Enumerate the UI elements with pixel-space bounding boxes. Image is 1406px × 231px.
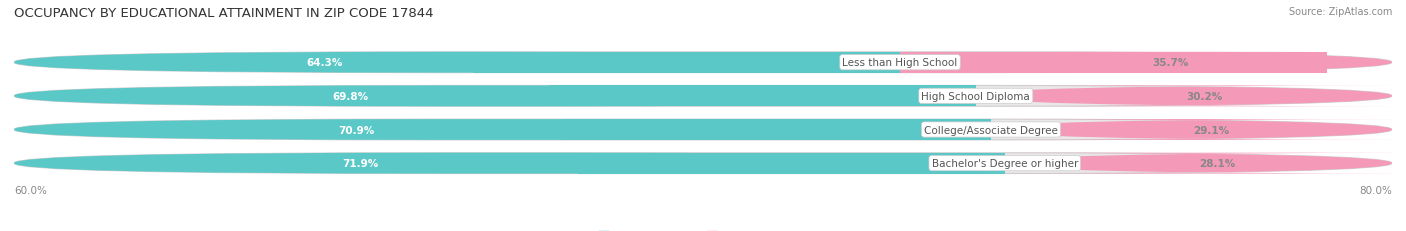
Text: Less than High School: Less than High School [842,58,957,68]
FancyBboxPatch shape [578,153,1005,174]
FancyBboxPatch shape [965,120,1406,140]
Text: High School Diploma: High School Diploma [921,91,1031,101]
Text: 69.8%: 69.8% [333,91,368,101]
Text: 80.0%: 80.0% [1360,185,1392,195]
Text: College/Associate Degree: College/Associate Degree [924,125,1057,135]
FancyBboxPatch shape [564,120,991,140]
Text: 64.3%: 64.3% [307,58,342,68]
FancyBboxPatch shape [14,86,976,107]
FancyBboxPatch shape [14,153,1392,174]
FancyBboxPatch shape [965,86,1403,107]
Text: Source: ZipAtlas.com: Source: ZipAtlas.com [1288,7,1392,17]
FancyBboxPatch shape [14,120,991,140]
Text: 71.9%: 71.9% [343,158,380,168]
Text: OCCUPANCY BY EDUCATIONAL ATTAINMENT IN ZIP CODE 17844: OCCUPANCY BY EDUCATIONAL ATTAINMENT IN Z… [14,7,433,20]
FancyBboxPatch shape [14,86,1392,107]
Legend: Owner-occupied, Renter-occupied: Owner-occupied, Renter-occupied [595,226,811,231]
FancyBboxPatch shape [548,86,976,107]
FancyBboxPatch shape [14,53,1392,73]
Text: 28.1%: 28.1% [1199,158,1236,168]
FancyBboxPatch shape [472,53,900,73]
Text: 35.7%: 35.7% [1153,58,1188,68]
Text: 30.2%: 30.2% [1187,91,1223,101]
FancyBboxPatch shape [900,53,1327,73]
Text: Bachelor's Degree or higher: Bachelor's Degree or higher [932,158,1078,168]
FancyBboxPatch shape [14,153,1005,174]
FancyBboxPatch shape [900,53,1392,73]
FancyBboxPatch shape [14,53,900,73]
Text: 70.9%: 70.9% [337,125,374,135]
Text: 29.1%: 29.1% [1194,125,1230,135]
Text: 60.0%: 60.0% [14,185,46,195]
FancyBboxPatch shape [965,153,1406,174]
FancyBboxPatch shape [14,120,1392,140]
